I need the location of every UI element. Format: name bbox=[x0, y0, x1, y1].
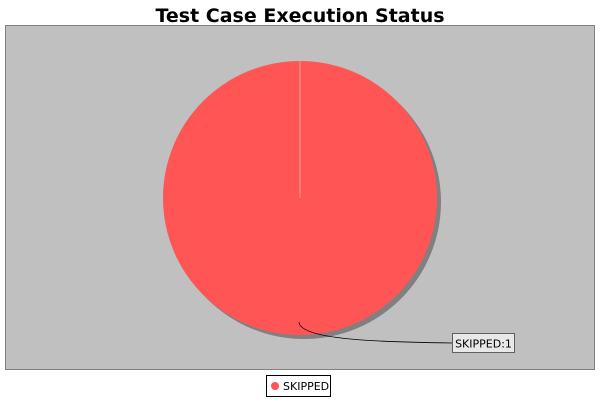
chart-title: Test Case Execution Status bbox=[155, 5, 444, 27]
slice-label: SKIPPED:1 bbox=[452, 333, 515, 353]
legend-box bbox=[266, 375, 331, 397]
legend-swatch-skipped bbox=[271, 382, 279, 390]
slice-label-text: SKIPPED:1 bbox=[455, 338, 512, 351]
legend: SKIPPED bbox=[266, 375, 331, 397]
slice-label-box bbox=[452, 333, 515, 353]
slice-label-leader-line bbox=[298, 321, 453, 344]
pie-slices bbox=[163, 61, 437, 335]
legend-label-skipped: SKIPPED bbox=[283, 380, 329, 393]
